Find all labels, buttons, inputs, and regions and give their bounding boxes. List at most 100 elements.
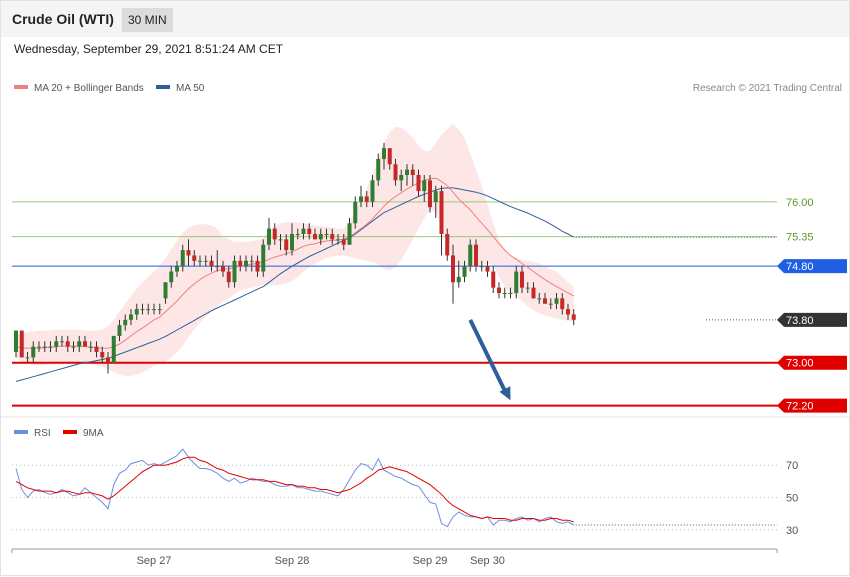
candle-up	[163, 282, 168, 299]
ma9-legend-swatch	[63, 430, 77, 434]
candle-down	[491, 271, 496, 288]
level-tag-74.80	[777, 259, 847, 274]
candle-down	[566, 309, 570, 315]
candle-down	[330, 234, 335, 240]
candle-up	[347, 223, 352, 245]
time-axis: Sep 27 Sep 28 Sep 29 Sep 30	[11, 548, 778, 567]
candle-up	[175, 266, 179, 272]
candle-up	[336, 239, 340, 241]
candle-down	[543, 298, 547, 304]
candle-down	[387, 148, 392, 165]
chart-title: Crude Oil (WTI)	[12, 11, 114, 27]
rsi-legend-label: RSI	[34, 428, 51, 439]
candle-down	[497, 287, 501, 293]
chart-header: Crude Oil (WTI) 30 MIN	[1, 1, 849, 37]
candle-up	[433, 191, 438, 202]
candle-down	[313, 234, 317, 240]
candle-up	[267, 228, 271, 245]
candle-up	[508, 293, 513, 294]
candle-up	[88, 346, 93, 348]
candle-up	[376, 158, 381, 181]
candle-up	[382, 148, 386, 159]
candle-up	[456, 276, 461, 283]
rsi-plot: 70 50 30	[12, 448, 798, 537]
candle-down	[106, 357, 110, 363]
candle-up	[42, 346, 47, 348]
candle-up	[25, 357, 30, 359]
price-legend: MA 20 + Bollinger Bands MA 50 Research ©…	[14, 83, 842, 94]
x-tick-label: Sep 28	[275, 555, 310, 567]
level-label-73.00: 73.00	[786, 358, 814, 370]
candle-up	[157, 309, 162, 311]
x-tick-label: Sep 29	[413, 555, 448, 567]
level-label-73.80: 73.80	[786, 315, 814, 327]
candle-down	[485, 266, 490, 272]
level-label-74.80: 74.80	[786, 261, 814, 273]
candle-up	[468, 244, 473, 267]
candle-up	[48, 346, 53, 348]
candle-down	[341, 239, 346, 245]
candle-up	[290, 234, 294, 251]
candle-up	[462, 266, 467, 277]
level-tag-72.20	[777, 398, 847, 413]
candle-up	[60, 341, 64, 343]
chart-timestamp: Wednesday, September 29, 2021 8:51:24 AM…	[14, 42, 284, 56]
candle-up	[54, 341, 59, 347]
candle-up	[71, 346, 76, 348]
candle-up	[111, 335, 116, 363]
candle-up	[129, 314, 133, 320]
candle-up	[140, 309, 145, 311]
candle-up	[525, 287, 530, 289]
candle-down	[364, 196, 369, 202]
candle-down	[192, 255, 197, 261]
x-tick-label: Sep 30	[470, 555, 505, 567]
projection-arrow-head	[499, 386, 511, 401]
candle-down	[94, 346, 99, 352]
candle-down	[221, 266, 225, 272]
candle-up	[479, 266, 484, 268]
candle-down	[209, 260, 214, 267]
candle-up	[14, 330, 18, 352]
candle-down	[19, 330, 24, 358]
rsi-tick-30: 30	[786, 525, 798, 537]
candle-down	[284, 239, 289, 251]
candle-down	[520, 271, 524, 288]
candle-down	[439, 191, 444, 234]
candle-up	[77, 341, 82, 347]
level-tag-73.00	[777, 355, 847, 370]
candle-down	[83, 341, 87, 347]
rsi-legend-swatch	[14, 430, 28, 434]
candle-down	[65, 341, 70, 347]
projection-arrow-shaft	[468, 318, 509, 396]
level-label-76.00: 76.00	[786, 197, 814, 209]
candle-down	[560, 298, 565, 310]
candle-up	[261, 244, 266, 272]
candle-up	[31, 346, 36, 358]
rsi-tick-70: 70	[786, 460, 798, 472]
candle-down	[451, 255, 455, 283]
candle-up	[370, 180, 375, 202]
x-tick-label: Sep 27	[137, 555, 172, 567]
candle-up	[244, 260, 248, 267]
candle-up	[295, 234, 300, 235]
ma20-legend-swatch	[14, 85, 28, 89]
level-label-72.20: 72.20	[786, 401, 814, 413]
candle-up	[215, 266, 220, 268]
candle-up	[146, 309, 151, 311]
candle-up	[180, 250, 185, 267]
candle-down	[571, 314, 576, 320]
candle-up	[117, 325, 122, 336]
candle-up	[554, 298, 559, 304]
candle-up	[399, 175, 404, 181]
candle-up	[318, 234, 323, 240]
candle-down	[428, 180, 432, 208]
ma50-legend-label: MA 50	[176, 83, 205, 94]
candle-down	[226, 271, 231, 283]
candle-down	[474, 244, 478, 267]
timeframe-badge[interactable]: 30 MIN	[122, 8, 173, 32]
level-tag-73.80	[777, 312, 847, 327]
candle-down	[416, 175, 421, 192]
rsi-tick-50: 50	[786, 493, 798, 505]
candle-up	[37, 346, 41, 348]
